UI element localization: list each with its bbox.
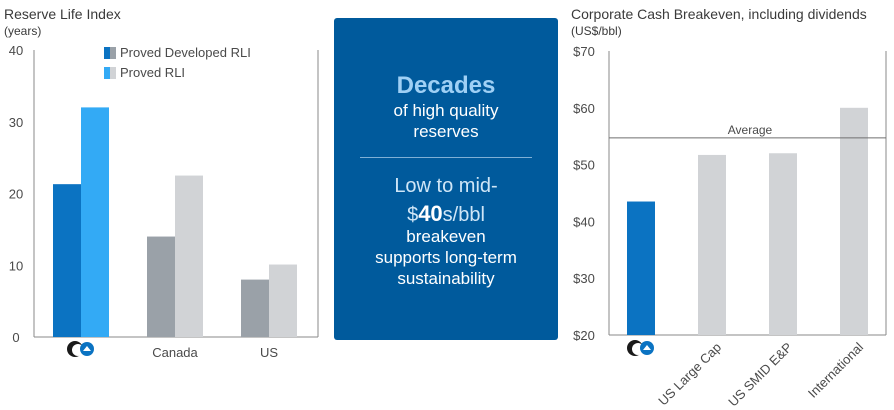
y-tick-label: $40	[573, 214, 595, 229]
legend-label: Proved Developed RLI	[120, 45, 251, 60]
legend-swatch	[104, 67, 110, 79]
bar	[840, 107, 868, 335]
panel-body-text: breakeven supports long-term sustainabil…	[334, 226, 558, 289]
bar	[53, 184, 81, 337]
x-category-label: US	[260, 345, 278, 360]
x-category-label: Canada	[152, 345, 198, 360]
panel-body-line: supports long-term	[375, 248, 517, 267]
cash-breakeven-chart-unit: (US$/bbl)	[571, 24, 622, 38]
bar	[175, 175, 203, 337]
panel-breakeven-value: $40s/bbl	[334, 200, 558, 229]
y-tick-label: 10	[9, 258, 23, 273]
company-logo-icon	[67, 341, 94, 357]
y-tick-label: $60	[573, 101, 595, 116]
logo-leaf-mark	[83, 346, 91, 351]
bar	[241, 279, 269, 337]
panel-body-line: breakeven	[406, 227, 486, 246]
y-tick-label: $70	[573, 44, 595, 59]
summary-panel: Decades of high quality reserves Low to …	[334, 18, 558, 340]
bar	[147, 236, 175, 337]
panel-divider	[360, 157, 532, 158]
reserve-life-chart: 0 10 20 30 40 Canada US Proved Developed RLI Pro…	[9, 43, 319, 360]
x-category-label: International	[805, 339, 866, 400]
y-tick-label: 20	[9, 187, 23, 202]
legend-swatch	[110, 67, 116, 79]
panel-breakeven-line: Low to mid-	[394, 175, 498, 197]
legend-swatch	[104, 47, 110, 59]
panel-subtext-line: reserves	[413, 122, 479, 141]
x-category-label: US SMID E&P	[725, 340, 795, 410]
y-tick-label: 0	[12, 330, 19, 345]
legend-label: Proved RLI	[120, 65, 185, 80]
bar	[769, 153, 797, 335]
y-tick-label: $50	[573, 158, 595, 173]
panel-subtext: of high quality reserves	[334, 100, 558, 142]
y-tick-label: $30	[573, 271, 595, 286]
panel-body-line: sustainability	[397, 269, 495, 288]
cash-breakeven-chart-title: Corporate Cash Breakeven, including divi…	[571, 6, 867, 22]
panel-breakeven-text: Low to mid- $40s/bbl	[334, 172, 558, 229]
panel-breakeven-number: 40	[418, 201, 443, 226]
reserve-life-chart-unit: (years)	[4, 24, 42, 38]
y-tick-label: 30	[9, 115, 23, 130]
legend-swatch	[110, 47, 116, 59]
bar	[627, 201, 655, 335]
legend-item: Proved RLI	[104, 65, 185, 80]
bar	[698, 154, 726, 335]
x-category-label: US Large Cap	[655, 340, 724, 409]
y-tick-label: $20	[573, 328, 595, 343]
company-logo-icon	[627, 340, 654, 356]
bar	[81, 107, 109, 338]
average-label: Average	[728, 123, 773, 137]
bar	[269, 264, 297, 337]
y-tick-label: 40	[9, 43, 23, 58]
panel-breakeven-prefix: $	[407, 204, 419, 226]
panel-breakeven-suffix: s/bbl	[442, 204, 485, 226]
panel-headline: Decades	[396, 72, 496, 99]
panel-subtext-line: of high quality	[393, 101, 499, 120]
logo-leaf-mark	[643, 345, 651, 350]
cash-breakeven-chart: $20 $30 $40 $50 $60 $70 US Large Cap US SMID E&…	[573, 44, 887, 410]
legend-item: Proved Developed RLI	[104, 45, 251, 60]
reserve-life-chart-title: Reserve Life Index	[4, 6, 121, 22]
